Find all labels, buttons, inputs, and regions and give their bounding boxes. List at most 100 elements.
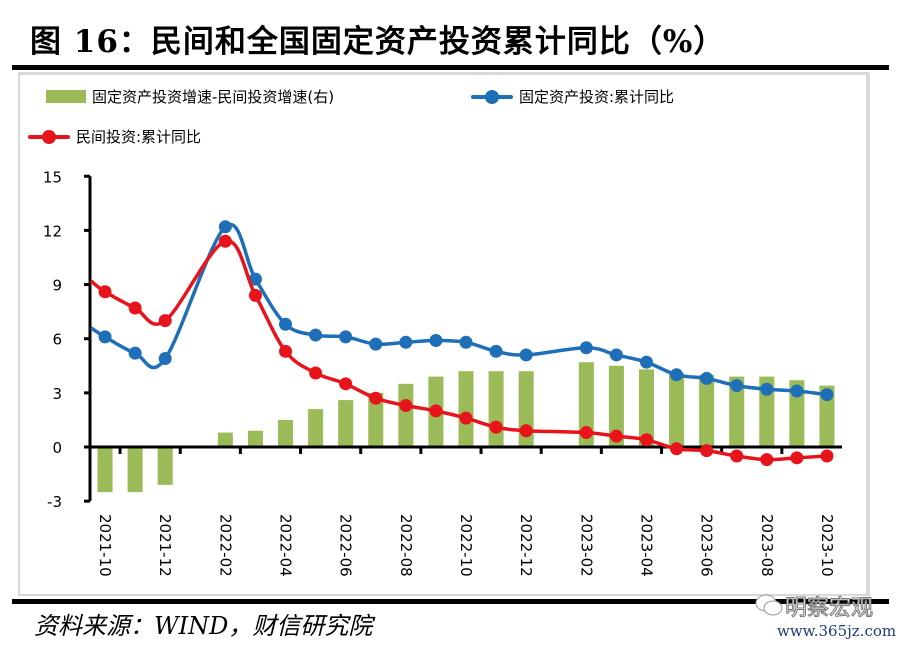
data-point xyxy=(639,355,653,369)
data-point xyxy=(429,334,443,348)
y-tick-label: -3 xyxy=(47,493,62,511)
legend-item-fai: 固定资产投资:累计同比 xyxy=(471,86,674,107)
data-point xyxy=(700,444,714,458)
data-point xyxy=(489,420,503,434)
figure-title: 图 16：民间和全国固定资产投资累计同比（%） xyxy=(30,24,726,60)
data-point xyxy=(218,220,232,234)
y-tick-label: 9 xyxy=(52,277,62,295)
bar xyxy=(729,376,745,447)
data-point xyxy=(519,348,533,362)
bar xyxy=(608,365,624,447)
data-point xyxy=(158,352,172,366)
watermark-url: www.365jz.com xyxy=(777,622,897,640)
y-tick-label: 3 xyxy=(52,385,62,403)
source-rule xyxy=(12,599,889,604)
data-point xyxy=(579,341,593,355)
wechat-icon xyxy=(755,594,783,616)
bar xyxy=(699,374,715,447)
data-point xyxy=(670,368,684,382)
data-point xyxy=(760,453,774,467)
data-point xyxy=(700,371,714,385)
x-tick-label: 2023-06 xyxy=(698,514,716,577)
data-point xyxy=(399,335,413,349)
bar xyxy=(789,380,805,447)
line-series-private-investment xyxy=(89,234,834,467)
x-tick-label: 2022-12 xyxy=(517,514,535,577)
bar xyxy=(217,432,233,447)
data-point xyxy=(339,330,353,344)
x-tick-label: 2021-10 xyxy=(96,514,114,577)
data-point xyxy=(98,285,112,299)
legend-label: 固定资产投资:累计同比 xyxy=(519,88,675,106)
data-point xyxy=(489,344,503,358)
x-tick-label: 2023-10 xyxy=(818,514,836,577)
data-point xyxy=(609,348,623,362)
data-point xyxy=(248,288,262,302)
bar xyxy=(127,447,143,493)
y-tick-label: 12 xyxy=(43,222,62,240)
data-point xyxy=(369,337,383,351)
watermark-name: 明察宏观 xyxy=(784,596,874,622)
legend-line-swatch-blue xyxy=(471,89,513,104)
title-rule xyxy=(12,65,889,70)
data-point xyxy=(309,366,323,380)
tick-labels: -3 0 3 6 9 12 15 2021-10 2021-12 2022-02 2022-04 20… xyxy=(43,168,836,576)
bar xyxy=(368,392,384,447)
data-point xyxy=(248,272,262,286)
axes xyxy=(84,174,842,503)
x-tick-label: 2023-04 xyxy=(637,514,655,577)
data-point xyxy=(459,335,473,349)
data-point xyxy=(519,424,533,438)
data-point xyxy=(790,451,804,465)
source-note: 资料来源：WIND，财信研究院 xyxy=(34,612,373,640)
data-point xyxy=(128,301,142,315)
legend-item-private: 民间投资:累计同比 xyxy=(28,126,201,147)
data-point xyxy=(279,317,293,331)
data-point xyxy=(309,328,323,342)
data-point xyxy=(609,429,623,443)
bar xyxy=(458,371,474,447)
data-point xyxy=(730,449,744,463)
data-point xyxy=(790,384,804,398)
data-point xyxy=(158,314,172,328)
y-tick-label: 6 xyxy=(52,331,62,349)
data-point xyxy=(279,344,293,358)
y-tick-label: 0 xyxy=(52,439,62,457)
line-series xyxy=(89,220,834,467)
series-line xyxy=(90,222,828,397)
x-tick-label: 2022-08 xyxy=(397,514,415,577)
data-point xyxy=(128,346,142,360)
x-tick-label: 2023-08 xyxy=(758,514,776,577)
data-point xyxy=(98,330,112,344)
data-point xyxy=(339,377,353,391)
x-tick-label: 2022-06 xyxy=(337,514,355,577)
bar xyxy=(398,383,414,447)
bar xyxy=(278,419,294,447)
bar xyxy=(669,372,685,447)
chart-frame xyxy=(18,72,870,596)
legend-item-bar: 固定资产投资增速-民间投资增速(右) xyxy=(46,86,334,107)
x-tick-label: 2021-12 xyxy=(156,514,174,577)
x-tick-label: 2023-02 xyxy=(577,514,595,577)
x-tick-label: 2022-04 xyxy=(277,514,295,577)
y-tick-label: 15 xyxy=(43,168,62,186)
legend-bar-swatch xyxy=(46,90,86,103)
bar xyxy=(247,430,263,447)
legend-label: 固定资产投资增速-民间投资增速(右) xyxy=(92,88,335,106)
bar xyxy=(157,447,173,485)
bar-series xyxy=(97,362,835,493)
data-point xyxy=(218,234,232,248)
bar xyxy=(308,409,324,447)
bar xyxy=(97,447,113,493)
data-point xyxy=(670,442,684,456)
data-point xyxy=(579,426,593,440)
data-point xyxy=(760,382,774,396)
watermark: 明察宏观 www.365jz.com xyxy=(755,590,897,645)
data-point xyxy=(459,411,473,425)
x-tick-label: 2022-02 xyxy=(216,514,234,577)
data-point xyxy=(369,391,383,405)
bar xyxy=(578,362,594,447)
data-point xyxy=(429,404,443,418)
data-point xyxy=(730,379,744,393)
